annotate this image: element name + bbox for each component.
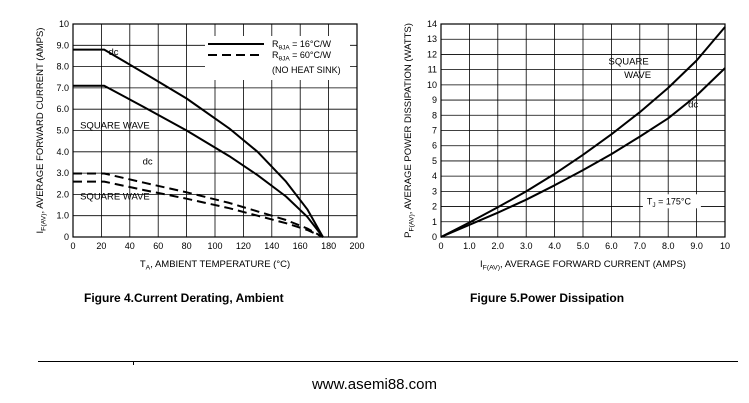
x-tick-label: 60 [153, 241, 163, 251]
x-tick-label: 2.0 [492, 241, 505, 251]
x-tick-label: 3.0 [520, 241, 533, 251]
y-axis-title: PF(AV), AVERAGE POWER DISSIPATION (WATTS… [403, 23, 416, 238]
y-tick-label: 8.0 [56, 62, 69, 72]
annotation-background [642, 194, 701, 209]
footer-divider-tick [133, 361, 134, 365]
y-tick-label: 8 [432, 110, 437, 120]
series-line-2 [440, 67, 726, 238]
legend-entry: RθJA = 60°C/W [272, 50, 332, 63]
y-tick-label: 9.0 [56, 40, 69, 50]
curve-label: SQUARE [609, 56, 649, 67]
x-tick-label: 0 [438, 241, 443, 251]
x-tick-label: 100 [207, 241, 222, 251]
curve-label: SQUARE WAVE [80, 192, 150, 203]
series-line-2 [73, 84, 324, 238]
y-tick-label: 4.0 [56, 147, 69, 157]
y-tick-label: 1 [432, 217, 437, 227]
website-url: www.asemi88.com [311, 376, 438, 393]
x-tick-label: 140 [264, 241, 279, 251]
x-tick-label: 1.0 [463, 241, 476, 251]
curve-label: dc [109, 47, 119, 58]
y-tick-label: 4 [432, 171, 437, 181]
y-tick-label: 10 [427, 80, 437, 90]
y-tick-label: 9 [432, 95, 437, 105]
curve-label: dc [688, 100, 698, 111]
y-tick-label: 12 [427, 49, 437, 59]
series-line-1 [440, 26, 726, 238]
x-tick-label: 0 [70, 241, 75, 251]
current-derating-chart: 0 20 40 60 80 100 120 140 160 180 200 0 1.0 2.0 3.0 4.0… [35, 19, 365, 272]
plot-frame [440, 23, 726, 238]
y-tick-label: 2 [432, 202, 437, 212]
curve-label: dc [143, 157, 153, 168]
x-tick-label: 4.0 [548, 241, 561, 251]
y-tick-label: 1.0 [56, 211, 69, 221]
x-tick-label: 8.0 [662, 241, 675, 251]
x-tick-label: 9.0 [690, 241, 703, 251]
x-tick-label: 10 [720, 241, 730, 251]
junction-temp-annotation: TJ = 175°C [647, 196, 692, 209]
y-tick-label: 7.0 [56, 83, 69, 93]
x-tick-label: 200 [349, 241, 364, 251]
series-line-1 [73, 48, 324, 238]
power-dissipation-chart: 0 1.0 2.0 3.0 4.0 5.0 6.0 7.0 8.0 9.0 100123456789… [403, 19, 730, 272]
footer-divider [38, 361, 738, 362]
y-tick-label: 5 [432, 156, 437, 166]
y-tick-label: 2.0 [56, 189, 69, 199]
legend-entry: RθJA = 16°C/W [272, 39, 332, 52]
figure-4-caption: Figure 4.Current Derating, Ambient [84, 291, 284, 305]
figure-5-caption: Figure 5.Power Dissipation [470, 291, 625, 305]
x-tick-label: 20 [96, 241, 106, 251]
y-tick-label: 13 [427, 34, 437, 44]
x-tick-label: 40 [125, 241, 135, 251]
legend-note: (NO HEAT SINK) [272, 65, 341, 75]
y-tick-label: 5.0 [56, 126, 69, 136]
y-axis-title: IF(AV), AVERAGE FORWARD CURRENT (AMPS) [35, 28, 48, 234]
x-tick-label: 160 [293, 241, 308, 251]
x-tick-label: 180 [321, 241, 336, 251]
y-tick-label: 0 [432, 232, 437, 242]
series-line-4 [73, 180, 324, 238]
plot-frame [72, 23, 358, 238]
x-tick-label: 6.0 [605, 241, 618, 251]
y-tick-label: 7 [432, 126, 437, 136]
y-tick-label: 14 [427, 19, 437, 29]
series-line-3 [73, 172, 324, 238]
x-tick-label: 7.0 [634, 241, 647, 251]
y-tick-label: 11 [428, 65, 437, 75]
x-tick-label: 80 [182, 241, 192, 251]
y-tick-label: 3.0 [56, 168, 69, 178]
y-tick-label: 6.0 [56, 104, 69, 114]
x-axis-title: IF(AV), AVERAGE FORWARD CURRENT (AMPS) [480, 259, 686, 272]
y-tick-label: 3 [432, 186, 437, 196]
y-tick-label: 6 [432, 141, 437, 151]
x-tick-label: 120 [236, 241, 251, 251]
curve-label: SQUARE WAVE [80, 120, 150, 131]
y-tick-label: 10 [59, 19, 69, 29]
y-tick-label: 0 [64, 232, 69, 242]
x-axis-title: TA, AMBIENT TEMPERATURE (°C) [140, 259, 290, 272]
x-tick-label: 5.0 [577, 241, 590, 251]
curve-label: WAVE [624, 70, 651, 81]
